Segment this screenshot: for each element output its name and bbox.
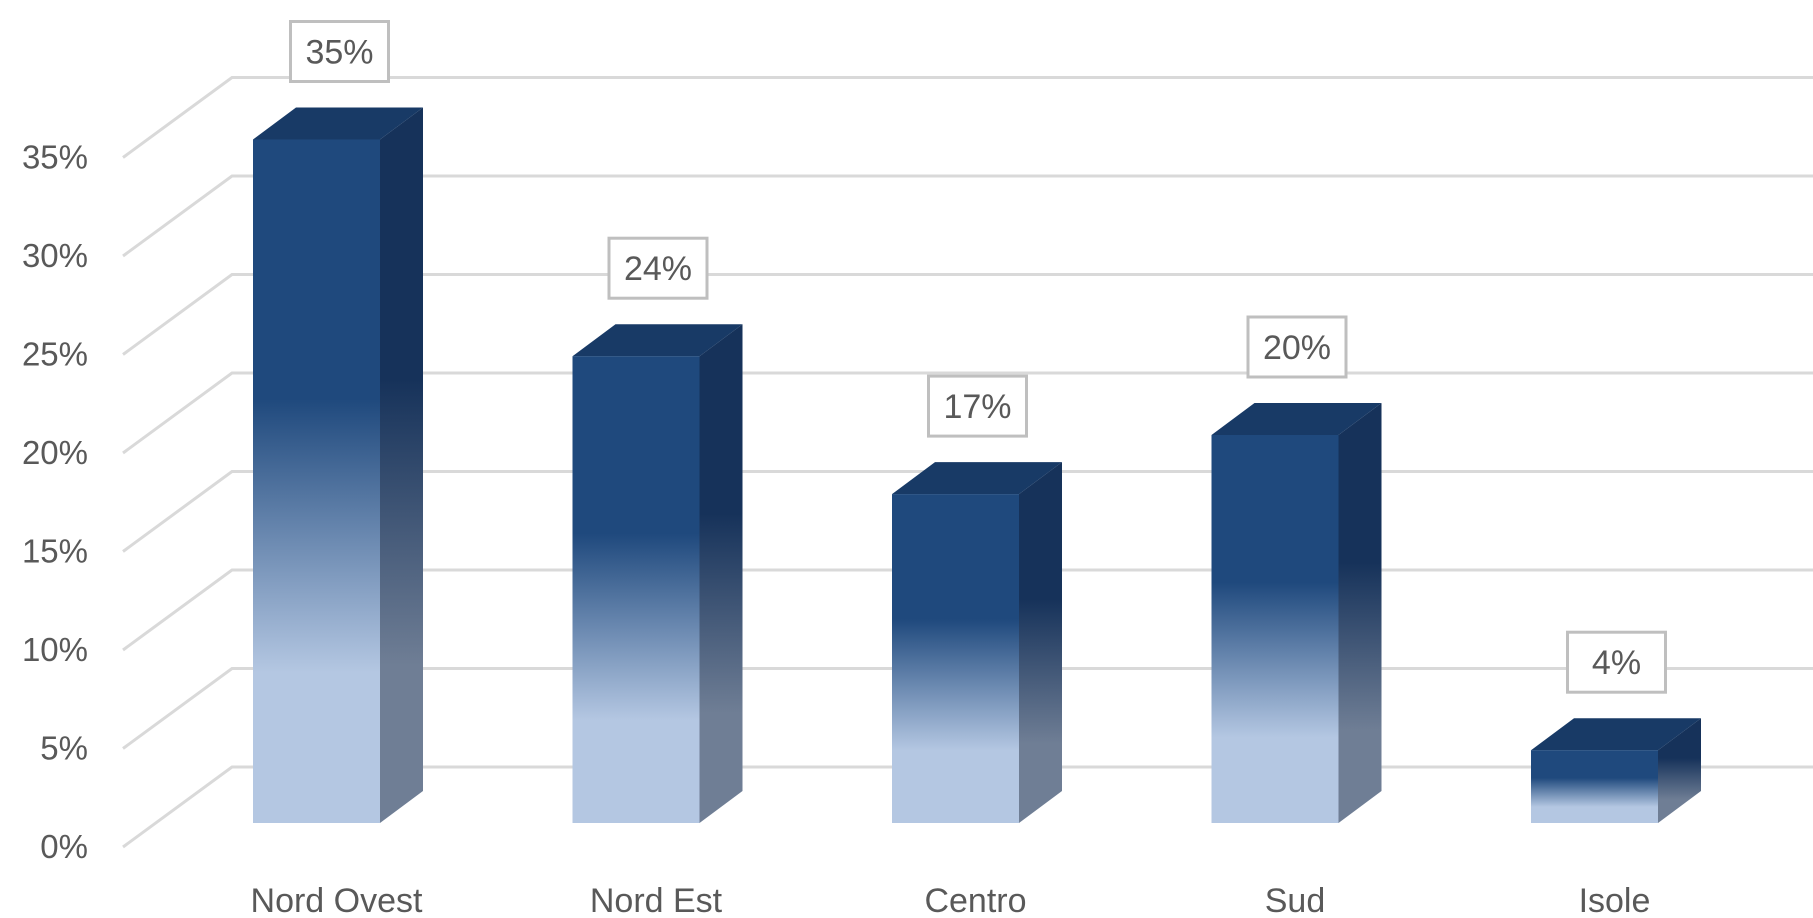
bar: [892, 462, 1062, 823]
bar-side-face: [1338, 403, 1382, 823]
data-label-box: [607, 236, 709, 300]
bar-top-face: [253, 107, 423, 140]
bar-side-face: [699, 324, 743, 823]
bar-front-face: [572, 356, 700, 823]
y-tick-label: 15%: [22, 533, 88, 570]
y-axis-tick-labels: 0% 5% 10% 15% 20% 25% 30% 35%: [22, 139, 88, 866]
bars: [253, 107, 1701, 823]
data-label: 24%: [607, 236, 709, 300]
bar-top-face: [1211, 403, 1382, 435]
gridline: [122, 76, 1813, 159]
data-label-box: [1246, 315, 1348, 379]
y-tick-label: 35%: [22, 139, 88, 176]
data-label: 17%: [927, 374, 1028, 438]
category-label: Nord Ovest: [251, 882, 423, 918]
y-tick-label: 30%: [22, 237, 88, 274]
data-label: 35%: [289, 20, 390, 83]
category-label: Nord Est: [590, 882, 723, 918]
data-label-box: [927, 374, 1028, 438]
gridlines: [122, 76, 1813, 849]
data-label-box: [1566, 630, 1667, 694]
data-label-box: [289, 20, 390, 83]
bar-side-face: [1019, 462, 1062, 823]
bar: [253, 107, 423, 823]
x-axis-category-labels: Nord Ovest Nord Est Centro Sud Isole: [251, 882, 1651, 918]
y-tick-label: 10%: [22, 631, 88, 668]
data-label: 20%: [1246, 315, 1348, 379]
bar-top-face: [892, 462, 1062, 495]
bar-top-face: [572, 324, 743, 357]
bar-front-face: [892, 494, 1019, 823]
bar-front-face: [1211, 435, 1339, 823]
y-tick-label: 0%: [40, 828, 88, 865]
data-label-text: 20%: [1263, 329, 1331, 367]
data-label-text: 17%: [943, 388, 1011, 426]
bar-side-face: [380, 107, 423, 823]
y-tick-label: 25%: [22, 336, 88, 373]
category-label: Centro: [924, 882, 1026, 918]
bar-side-face: [1658, 718, 1701, 823]
y-tick-label: 20%: [22, 434, 88, 471]
bar-front-face: [253, 139, 380, 823]
data-label-text: 35%: [305, 34, 373, 72]
bar: [1211, 403, 1382, 823]
data-labels: 35% 24% 17% 20% 4%: [289, 20, 1667, 694]
gridline: [122, 273, 1813, 356]
gridline: [122, 174, 1813, 258]
data-label: 4%: [1566, 630, 1667, 694]
category-label: Isole: [1579, 882, 1651, 918]
bar-front-face: [1531, 750, 1658, 823]
bar: [1531, 718, 1701, 823]
bar-top-face: [1531, 718, 1701, 751]
bar: [572, 324, 743, 823]
data-label-text: 4%: [1592, 644, 1641, 682]
y-tick-label: 5%: [40, 730, 88, 767]
data-label-text: 24%: [624, 250, 692, 288]
category-label: Sud: [1265, 882, 1326, 918]
